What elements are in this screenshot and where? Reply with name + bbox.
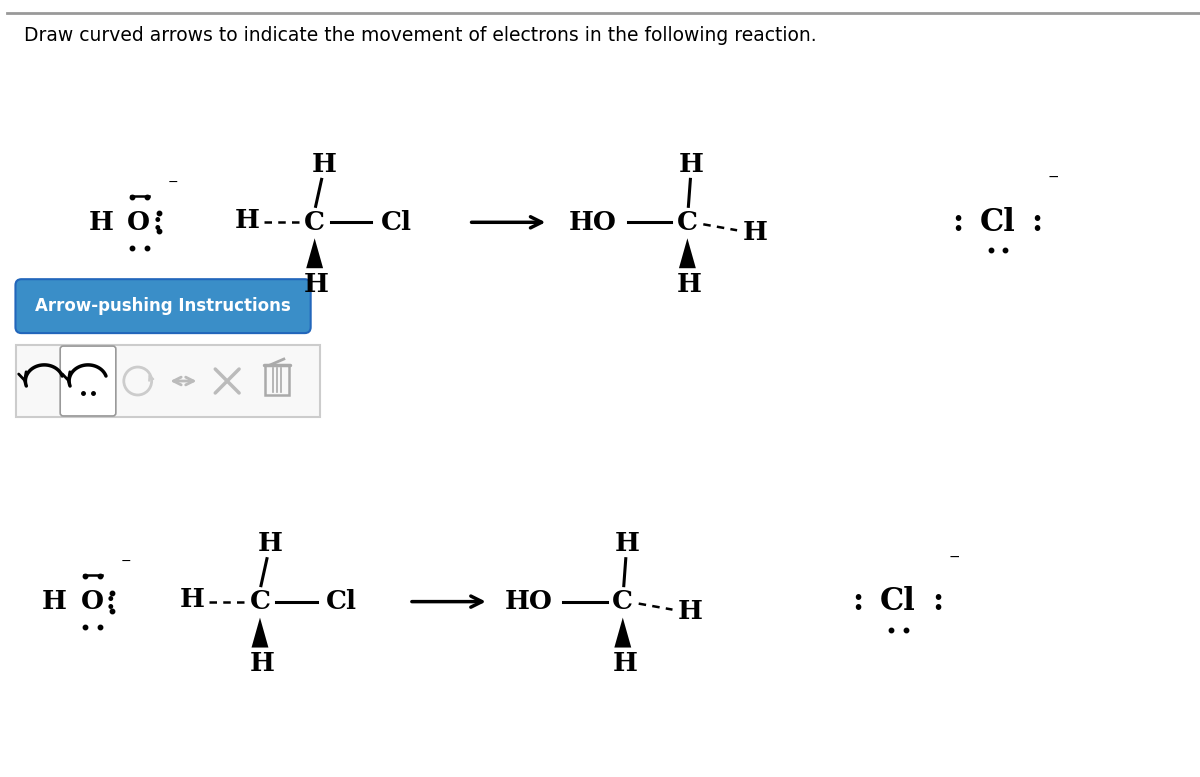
- Text: HO: HO: [569, 210, 617, 235]
- Text: H: H: [258, 531, 282, 556]
- FancyBboxPatch shape: [16, 279, 311, 333]
- Text: H: H: [677, 272, 702, 297]
- Text: H: H: [312, 152, 337, 177]
- Text: Arrow-pushing Instructions: Arrow-pushing Instructions: [35, 297, 290, 315]
- Text: H: H: [614, 531, 640, 556]
- Text: H: H: [180, 587, 205, 612]
- Text: C: C: [304, 210, 325, 235]
- Text: $^{-}$: $^{-}$: [1048, 172, 1060, 192]
- Text: O: O: [127, 210, 150, 235]
- Text: $^{-}$: $^{-}$: [120, 556, 132, 575]
- Polygon shape: [614, 618, 631, 647]
- Text: C: C: [612, 589, 634, 614]
- Text: H: H: [235, 207, 259, 233]
- Text: H: H: [89, 210, 113, 235]
- FancyBboxPatch shape: [60, 346, 116, 416]
- Text: H: H: [304, 272, 329, 297]
- Text: $^{-}$: $^{-}$: [948, 552, 960, 571]
- Text: :: :: [152, 210, 162, 235]
- Text: Cl: Cl: [326, 589, 356, 614]
- Text: H: H: [42, 589, 67, 614]
- Text: Cl: Cl: [881, 586, 916, 617]
- Text: HO: HO: [504, 589, 552, 614]
- FancyBboxPatch shape: [17, 345, 319, 417]
- FancyBboxPatch shape: [265, 365, 289, 395]
- Text: Draw curved arrows to indicate the movement of electrons in the following reacti: Draw curved arrows to indicate the movem…: [24, 26, 817, 44]
- Polygon shape: [252, 618, 269, 647]
- Text: Cl: Cl: [979, 207, 1015, 238]
- Polygon shape: [306, 239, 323, 268]
- Text: :: :: [106, 589, 115, 614]
- Polygon shape: [679, 239, 696, 268]
- Text: H: H: [678, 599, 703, 624]
- Text: O: O: [80, 589, 103, 614]
- Text: :: :: [853, 586, 864, 617]
- Text: :: :: [952, 207, 964, 238]
- Text: H: H: [612, 651, 637, 676]
- Text: $^{-}$: $^{-}$: [167, 177, 179, 195]
- Text: H: H: [679, 152, 704, 177]
- Text: H: H: [743, 220, 768, 245]
- Text: C: C: [250, 589, 270, 614]
- Text: Cl: Cl: [380, 210, 412, 235]
- Text: C: C: [677, 210, 698, 235]
- Text: :: :: [1032, 207, 1043, 238]
- Text: H: H: [250, 651, 275, 676]
- Text: :: :: [932, 586, 943, 617]
